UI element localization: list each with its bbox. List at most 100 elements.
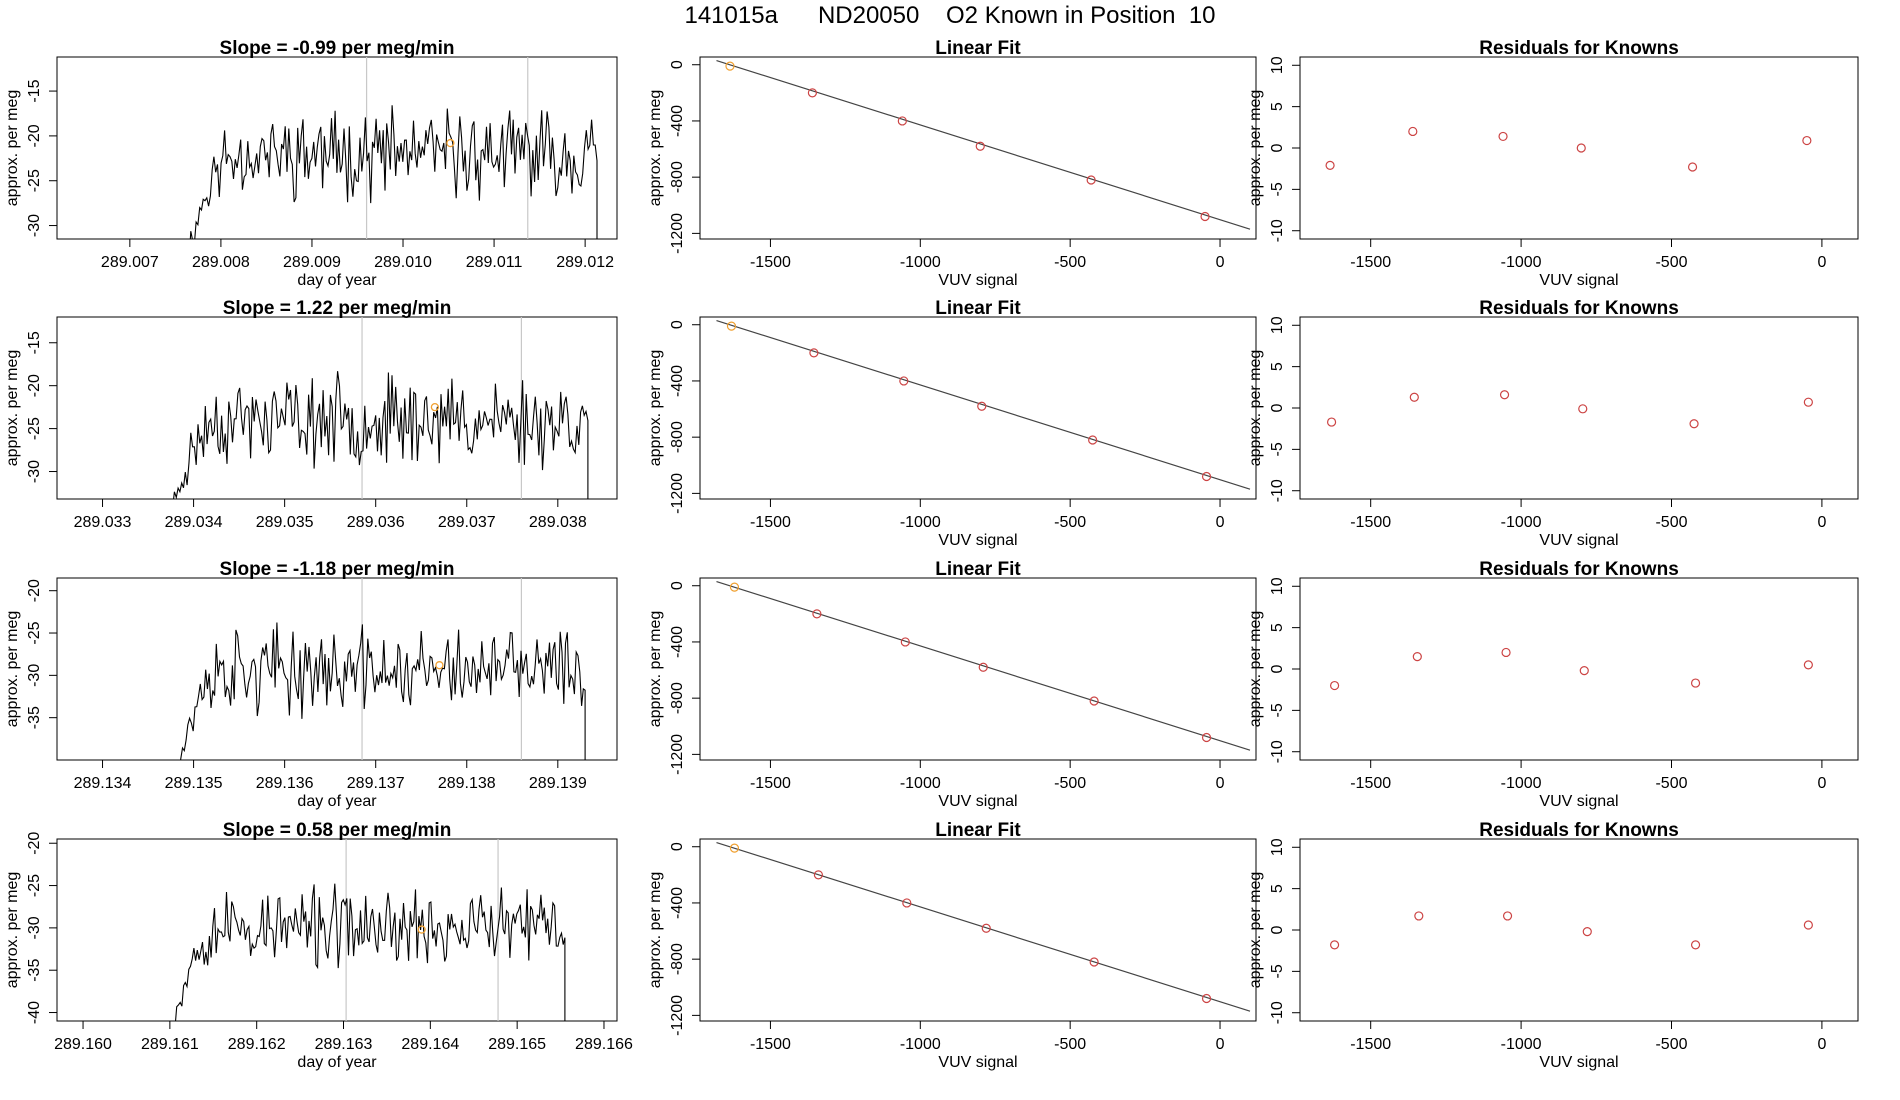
plot-area bbox=[189, 57, 598, 239]
y-tick-label: -10 bbox=[1269, 1001, 1286, 1024]
x-tick-label: 289.138 bbox=[438, 775, 496, 792]
x-tick-label: -500 bbox=[1054, 514, 1086, 531]
signal-trace bbox=[180, 622, 586, 760]
x-tick-label: -500 bbox=[1054, 254, 1086, 271]
y-tick-label: 10 bbox=[1269, 577, 1286, 595]
x-axis-label: VUV signal bbox=[938, 1054, 1017, 1071]
x-tick-label: -1000 bbox=[1501, 775, 1542, 792]
plot-area bbox=[180, 578, 586, 760]
data-point bbox=[977, 401, 987, 411]
data-point bbox=[978, 662, 988, 672]
panel-title: Linear Fit bbox=[935, 820, 1021, 841]
x-tick-label: 289.007 bbox=[101, 254, 159, 271]
y-tick-label: -25 bbox=[26, 169, 43, 192]
x-tick-label: -500 bbox=[1655, 254, 1687, 271]
residual-point bbox=[1502, 911, 1513, 921]
x-tick-label: 289.139 bbox=[529, 775, 587, 792]
signal-trace bbox=[173, 371, 589, 499]
y-tick-label: -20 bbox=[26, 124, 43, 147]
x-tick-label: 289.009 bbox=[283, 254, 341, 271]
x-tick-label: 0 bbox=[1817, 775, 1826, 792]
residual-point bbox=[1582, 927, 1592, 937]
plot-frame bbox=[56, 56, 618, 240]
data-point bbox=[897, 116, 907, 126]
residual-point bbox=[1329, 680, 1340, 691]
x-tick-label: -1500 bbox=[1350, 254, 1391, 271]
y-tick-label: -5 bbox=[1269, 182, 1286, 196]
x-tick-label: 289.010 bbox=[374, 254, 432, 271]
plot-area bbox=[716, 841, 1251, 1012]
page-title: 141015a ND20050 O2 Known in Position 10 bbox=[0, 2, 1900, 30]
fit-panel-3: -1500 -1000 -500 0 0 -400 -800 -1200 VUV signal a… bbox=[647, 559, 1257, 810]
x-tick-label: 289.035 bbox=[256, 514, 314, 531]
plot-frame bbox=[699, 56, 1257, 240]
residual-point bbox=[1329, 940, 1340, 950]
plot-frame bbox=[56, 316, 618, 500]
data-point bbox=[1089, 957, 1099, 967]
plot-area bbox=[716, 59, 1251, 230]
residual-point bbox=[1409, 392, 1419, 402]
data-point bbox=[900, 637, 910, 647]
x-tick-label: 289.160 bbox=[54, 1036, 112, 1053]
residual-point bbox=[1802, 135, 1812, 146]
x-tick-label: 289.034 bbox=[165, 514, 223, 531]
x-tick-label: 0 bbox=[1817, 1036, 1826, 1053]
x-tick-label: -1000 bbox=[1501, 514, 1542, 531]
x-tick-label: 289.037 bbox=[438, 514, 496, 531]
y-tick-label: -40 bbox=[26, 1001, 43, 1024]
y-tick-label: -35 bbox=[26, 959, 43, 982]
timeseries-panel-4: 289.160 289.161 289.162 289.163 289.164 289.1… bbox=[4, 820, 633, 1071]
y-tick-label: -20 bbox=[26, 832, 43, 855]
x-tick-label: 289.166 bbox=[575, 1036, 633, 1053]
fit-line bbox=[716, 841, 1251, 1012]
y-tick-label: -20 bbox=[26, 374, 43, 397]
data-point bbox=[975, 141, 985, 151]
y-tick-label: 5 bbox=[1269, 623, 1286, 632]
y-tick-label: -5 bbox=[1269, 442, 1286, 456]
residual-point bbox=[1576, 143, 1586, 153]
y-tick-label: -10 bbox=[1269, 219, 1286, 242]
y-tick-label: -400 bbox=[669, 887, 686, 919]
y-tick-label: -400 bbox=[669, 365, 686, 397]
x-tick-label: 289.137 bbox=[347, 775, 405, 792]
mean-point bbox=[435, 661, 444, 670]
residuals-panel-3: -1500 -1000 -500 0 10 5 0 -5 -10 VUV signal approx… bbox=[1247, 559, 1859, 810]
y-axis-label: approx. per meg bbox=[4, 872, 21, 989]
plot-area bbox=[716, 319, 1251, 490]
residuals-panel-2: -1500 -1000 -500 0 10 5 0 -5 -10 VUV signal approx… bbox=[1247, 298, 1859, 549]
x-tick-label: 289.161 bbox=[141, 1036, 199, 1053]
y-tick-label: -5 bbox=[1269, 703, 1286, 717]
x-tick-label: 0 bbox=[1216, 514, 1225, 531]
y-tick-label: 10 bbox=[1269, 56, 1286, 74]
y-tick-label: -1200 bbox=[669, 734, 686, 775]
plot-frame bbox=[56, 577, 618, 761]
y-tick-label: 0 bbox=[1269, 664, 1286, 673]
y-tick-label: 0 bbox=[669, 842, 686, 851]
panel-title: Slope = -0.99 per meg/min bbox=[220, 38, 455, 59]
y-tick-label: -25 bbox=[26, 621, 43, 644]
residuals-panel-1: -1500 -1000 -500 0 10 5 0 -5 -10 VUV signal approx… bbox=[1247, 38, 1859, 289]
x-axis-label: VUV signal bbox=[1539, 272, 1618, 289]
x-tick-label: -1000 bbox=[900, 254, 941, 271]
mean-point bbox=[446, 138, 455, 148]
y-tick-label: -1200 bbox=[669, 213, 686, 254]
y-tick-label: -30 bbox=[26, 214, 43, 237]
panel-title: Residuals for Knowns bbox=[1479, 38, 1679, 59]
residual-point bbox=[1326, 417, 1337, 427]
y-axis-label: approx. per meg bbox=[4, 611, 21, 728]
y-tick-label: -30 bbox=[26, 460, 43, 483]
plot-area bbox=[1329, 647, 1813, 691]
plot-area bbox=[173, 317, 589, 499]
residual-point bbox=[1499, 390, 1510, 400]
y-tick-label: 0 bbox=[669, 60, 686, 69]
residual-point bbox=[1690, 940, 1701, 950]
data-point bbox=[1089, 696, 1099, 706]
x-tick-label: -1500 bbox=[1350, 775, 1391, 792]
plot-area bbox=[1325, 126, 1812, 172]
x-axis-label: VUV signal bbox=[938, 272, 1017, 289]
run-id: 141015a bbox=[684, 2, 778, 29]
data-point bbox=[1201, 471, 1212, 482]
residual-point bbox=[1803, 660, 1813, 670]
x-tick-label: -1000 bbox=[1501, 254, 1542, 271]
x-tick-label: -1000 bbox=[1501, 1036, 1542, 1053]
